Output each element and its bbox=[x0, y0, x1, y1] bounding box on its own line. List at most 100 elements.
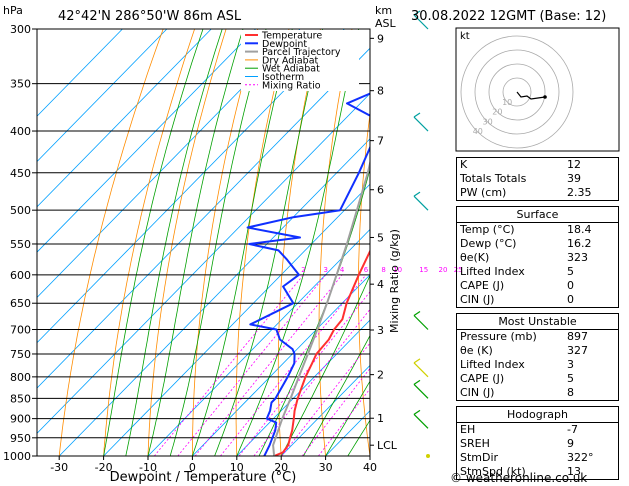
wet-adiabat-line bbox=[325, 380, 370, 456]
hodograph-unit: kt bbox=[460, 31, 470, 42]
hodograph-ring bbox=[488, 63, 546, 121]
most-unstable-label: CAPE (J) bbox=[460, 372, 505, 385]
indices-table: K 12 Totals Totals 39 PW (cm) 2.35 bbox=[456, 157, 619, 201]
wind-barb bbox=[413, 116, 429, 132]
mixing-ratio-line bbox=[194, 274, 343, 456]
most-unstable-row: CAPE (J) 5 bbox=[457, 372, 618, 386]
hodograph-stat-row: StmSpd (kt) 13 bbox=[457, 465, 618, 479]
pressure-tick-label: 450 bbox=[10, 167, 31, 180]
index-value: 39 bbox=[567, 172, 581, 185]
mixing-ratio-label: 15 bbox=[419, 266, 428, 274]
pressure-tick-label: 800 bbox=[10, 371, 31, 384]
hodograph-stat-row: SREH 9 bbox=[457, 437, 618, 451]
pressure-tick-label: 1000 bbox=[3, 450, 31, 463]
surface-label: CAPE (J) bbox=[460, 279, 505, 292]
hodograph-stat-label: StmSpd (kt) bbox=[460, 465, 526, 478]
hodograph-ring-label: 20 bbox=[492, 108, 502, 117]
index-value: 2.35 bbox=[567, 186, 592, 199]
temperature-line bbox=[273, 249, 370, 456]
wind-barb-flag bbox=[413, 311, 421, 317]
wind-barb bbox=[413, 14, 429, 30]
index-label: Totals Totals bbox=[460, 172, 527, 185]
wind-barb bbox=[413, 315, 429, 330]
isotherm-line bbox=[103, 183, 370, 456]
pressure-unit: hPa bbox=[3, 4, 23, 17]
mixing-ratio-label: 6 bbox=[364, 266, 369, 274]
surface-value: 16.2 bbox=[567, 237, 592, 250]
hodograph-stat-value: -7 bbox=[567, 423, 578, 436]
hodograph-stat-row: StmDir 322° bbox=[457, 451, 618, 465]
temperature-tick-label: -20 bbox=[95, 461, 113, 474]
most-unstable-value: 327 bbox=[567, 344, 588, 357]
wind-barb-flag bbox=[413, 112, 421, 118]
legend-item-label: Wet Adiabat bbox=[262, 64, 320, 75]
hodograph-stat-value: 9 bbox=[567, 437, 574, 450]
mixing-ratio-label: 4 bbox=[340, 266, 345, 274]
hodograph-ring-label: 30 bbox=[483, 117, 493, 126]
temperature-tick-label: 10 bbox=[230, 461, 244, 474]
surface-row: CIN (J) 0 bbox=[457, 293, 618, 307]
surface-value: 5 bbox=[567, 265, 574, 278]
most-unstable-label: Lifted Index bbox=[460, 358, 525, 371]
surface-table: Surface Temp (°C) 18.4 Dewp (°C) 16.2 θe(K) 3… bbox=[456, 206, 619, 308]
mixing-ratio-line bbox=[177, 274, 327, 456]
legend-item-label: Dry Adiabat bbox=[262, 55, 319, 66]
isotherm-line bbox=[37, 29, 168, 163]
surface-value: 18.4 bbox=[567, 223, 592, 236]
mixing-ratio-label: 3 bbox=[324, 266, 328, 274]
surface-row: θe(K) 323 bbox=[457, 251, 618, 265]
km-tick-label: 1 bbox=[377, 412, 384, 425]
mixing-ratio-label: 25 bbox=[454, 266, 463, 274]
wind-barb bbox=[413, 362, 429, 378]
km-tick-label: 8 bbox=[377, 85, 384, 98]
pressure-tick-label: 750 bbox=[10, 348, 31, 361]
temperature-tick-label: 40 bbox=[363, 461, 377, 474]
wind-barb-flag bbox=[413, 379, 421, 385]
wind-barb bbox=[413, 413, 429, 429]
pressure-tick-label: 500 bbox=[10, 204, 31, 217]
km-tick-label: 5 bbox=[377, 231, 384, 244]
surface-label: CIN (J) bbox=[460, 293, 495, 306]
surface-label: Temp (°C) bbox=[460, 223, 515, 236]
isotherm-line bbox=[147, 228, 370, 456]
pressure-tick-label: 350 bbox=[10, 78, 31, 91]
surface-value: 0 bbox=[567, 279, 574, 292]
most-unstable-label: θe (K) bbox=[460, 344, 493, 357]
pressure-tick-label: 400 bbox=[10, 125, 31, 138]
index-row: PW (cm) 2.35 bbox=[457, 186, 618, 200]
pressure-tick-label: 950 bbox=[10, 432, 31, 445]
wet-adiabat-line bbox=[103, 29, 204, 456]
index-label: PW (cm) bbox=[460, 186, 507, 199]
surface-row: Lifted Index 5 bbox=[457, 265, 618, 279]
surface-label: Lifted Index bbox=[460, 265, 525, 278]
legend-item-label: Dewpoint bbox=[262, 39, 307, 50]
pressure-tick-label: 900 bbox=[10, 413, 31, 426]
wind-calm-dot bbox=[426, 454, 430, 458]
pressure-tick-label: 700 bbox=[10, 324, 31, 337]
isotherm-line bbox=[37, 29, 256, 253]
hodograph-ring bbox=[474, 49, 560, 135]
temperature-tick-label: -30 bbox=[50, 461, 68, 474]
hodograph-stat-value: 322° bbox=[567, 451, 594, 464]
pressure-tick-label: 300 bbox=[10, 23, 31, 36]
isotherm-line bbox=[37, 47, 370, 389]
legend-box bbox=[241, 30, 359, 91]
most-unstable-value: 8 bbox=[567, 386, 574, 399]
wind-barb bbox=[413, 195, 429, 211]
most-unstable-row: CIN (J) 8 bbox=[457, 386, 618, 400]
hodograph-ring bbox=[502, 77, 532, 107]
legend-item-label: Isotherm bbox=[262, 72, 304, 83]
wind-barb-flag bbox=[413, 358, 421, 364]
isotherm-line bbox=[192, 274, 370, 456]
hodograph-stat-value: 13 bbox=[567, 465, 581, 478]
most-unstable-label: Pressure (mb) bbox=[460, 330, 537, 343]
temperature-tick-label: 20 bbox=[274, 461, 288, 474]
surface-label: Dewp (°C) bbox=[460, 237, 517, 250]
isotherm-line bbox=[37, 29, 301, 299]
wind-barb-flag bbox=[413, 409, 421, 415]
most-unstable-label: CIN (J) bbox=[460, 386, 495, 399]
temperature-tick-label: 0 bbox=[189, 461, 196, 474]
isotherm-line bbox=[37, 29, 123, 117]
